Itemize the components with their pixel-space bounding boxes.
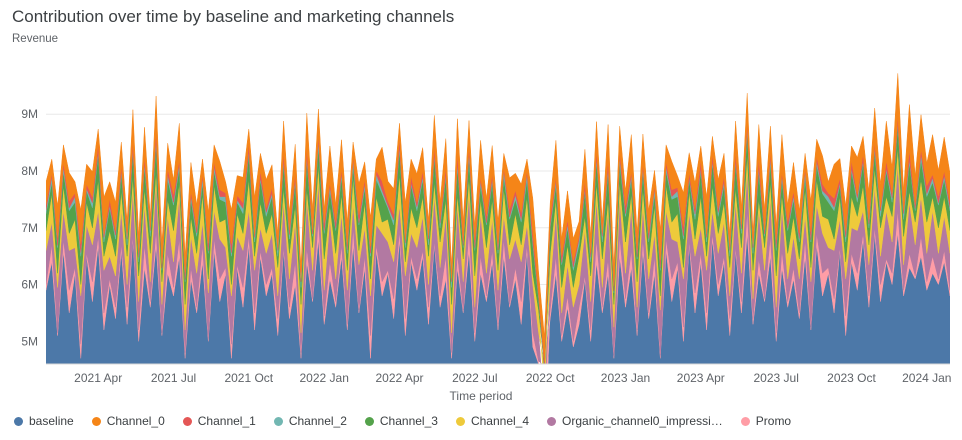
legend-dot bbox=[364, 416, 374, 426]
y-tick-label: 5M bbox=[21, 334, 38, 348]
legend-label: baseline bbox=[29, 414, 74, 428]
x-tick-label: 2021 Oct bbox=[224, 371, 273, 385]
legend-label: Channel_2 bbox=[288, 414, 347, 428]
legend-item-Organic_channel0_impressions[interactable]: Organic_channel0_impressi… bbox=[547, 414, 723, 428]
legend-item-Channel_0[interactable]: Channel_0 bbox=[91, 414, 165, 428]
legend-item-Promo[interactable]: Promo bbox=[740, 414, 792, 428]
legend-label: Channel_1 bbox=[197, 414, 256, 428]
x-axis-title: Time period bbox=[449, 389, 513, 403]
y-tick-label: 9M bbox=[21, 107, 38, 121]
x-tick-label: 2022 Oct bbox=[526, 371, 575, 385]
x-tick-label: 2022 Jan bbox=[300, 371, 349, 385]
legend-item-baseline[interactable]: baseline bbox=[14, 414, 74, 428]
chart-canvas[interactable]: 5M 6M 7M 8M 9M 2021 Apr 2021 Jul 2021 Oct 2022 J… bbox=[0, 52, 962, 387]
legend-dot bbox=[740, 416, 750, 426]
legend-item-Channel_3[interactable]: Channel_3 bbox=[364, 414, 438, 428]
legend-item-Channel_4[interactable]: Channel_4 bbox=[455, 414, 530, 428]
legend-dot bbox=[91, 416, 101, 426]
y-axis-title: Revenue bbox=[12, 33, 59, 45]
y-tick-label: 8M bbox=[21, 164, 38, 178]
legend-label: Channel_4 bbox=[470, 414, 530, 428]
legend-dot bbox=[273, 416, 283, 426]
legend-dot bbox=[547, 416, 557, 426]
x-tick-label: 2021 Apr bbox=[74, 371, 122, 385]
legend-dot bbox=[14, 416, 23, 426]
x-tick-label: 2021 Jul bbox=[151, 371, 196, 385]
chart-title: Contribution over time by baseline and m… bbox=[12, 7, 455, 26]
legend-label: Promo bbox=[755, 414, 792, 428]
legend-item-Channel_2[interactable]: Channel_2 bbox=[273, 414, 347, 428]
legend-label: Channel_3 bbox=[379, 414, 438, 428]
legend: baseline Channel_0 Channel_1 Channel_2 Chann… bbox=[14, 414, 791, 428]
area-Channel_0[interactable] bbox=[46, 73, 950, 362]
legend-dot bbox=[182, 416, 192, 426]
y-tick-label: 6M bbox=[21, 278, 38, 292]
legend-label: Organic_channel0_impressi… bbox=[562, 414, 723, 428]
x-tick-label: 2023 Jul bbox=[754, 371, 799, 385]
x-tick-label: 2023 Jan bbox=[601, 371, 650, 385]
x-tick-label: 2024 Jan bbox=[902, 371, 951, 385]
x-tick-label: 2022 Jul bbox=[452, 371, 497, 385]
x-tick-label: 2023 Oct bbox=[827, 371, 876, 385]
legend-item-Channel_1[interactable]: Channel_1 bbox=[182, 414, 256, 428]
y-tick-label: 7M bbox=[21, 221, 38, 235]
x-tick-label: 2023 Apr bbox=[677, 371, 725, 385]
x-tick-label: 2022 Apr bbox=[375, 371, 423, 385]
legend-dot bbox=[455, 416, 465, 426]
legend-label: Channel_0 bbox=[106, 414, 165, 428]
